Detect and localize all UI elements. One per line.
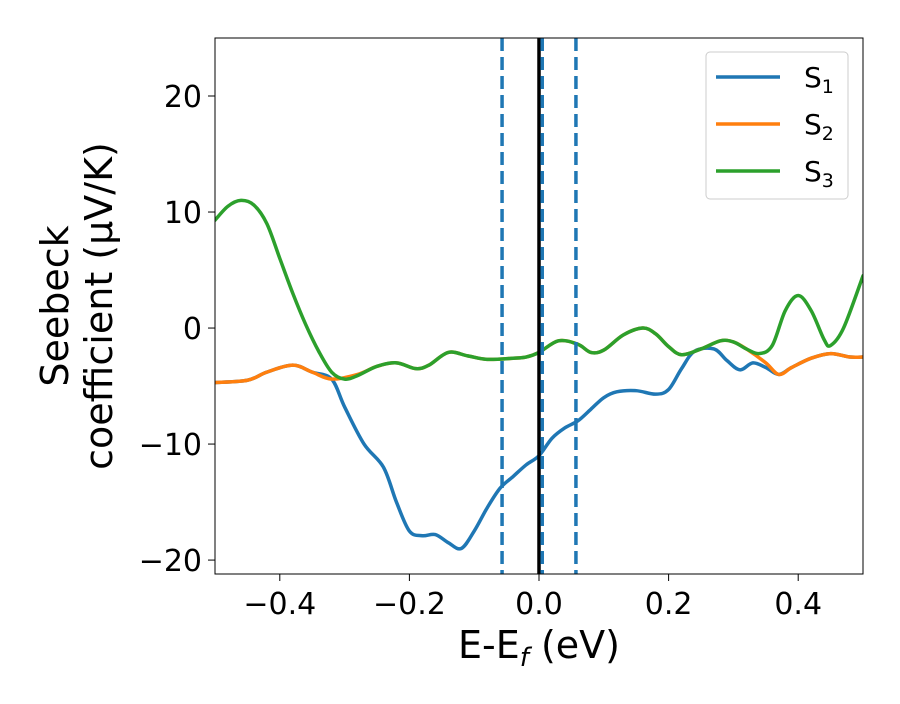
y-tick-label: −20	[139, 544, 202, 579]
x-tick-label: −0.4	[243, 587, 316, 622]
x-tick-label: 0.4	[774, 587, 822, 622]
reference-lines	[500, 38, 578, 574]
x-tick-label: −0.2	[373, 587, 446, 622]
series-line-s1	[215, 346, 863, 551]
legend-label-s3: S3	[804, 155, 834, 192]
y-axis-label-line1: Seebeck	[33, 225, 77, 386]
x-axis-label: E-Ef (eV)	[458, 623, 620, 673]
y-axis-ticks: −20 −10 0 10 20	[139, 80, 215, 579]
series-line-s3	[215, 198, 863, 381]
y-tick-label: 0	[183, 312, 202, 347]
x-tick-label: 0.0	[515, 587, 563, 622]
legend-label-s1: S1	[804, 61, 834, 98]
x-tick-label: 0.2	[645, 587, 693, 622]
legend-label-s2: S2	[804, 108, 834, 145]
y-tick-label: −10	[139, 428, 202, 463]
series-layer	[215, 198, 863, 551]
y-tick-label: 20	[164, 80, 202, 115]
y-axis-label-line2: coefficient (μV/K)	[77, 142, 121, 470]
x-axis-ticks: −0.4 −0.2 0.0 0.2 0.4	[243, 574, 822, 622]
y-tick-label: 10	[164, 196, 202, 231]
legend: S1 S2 S3	[705, 51, 849, 200]
